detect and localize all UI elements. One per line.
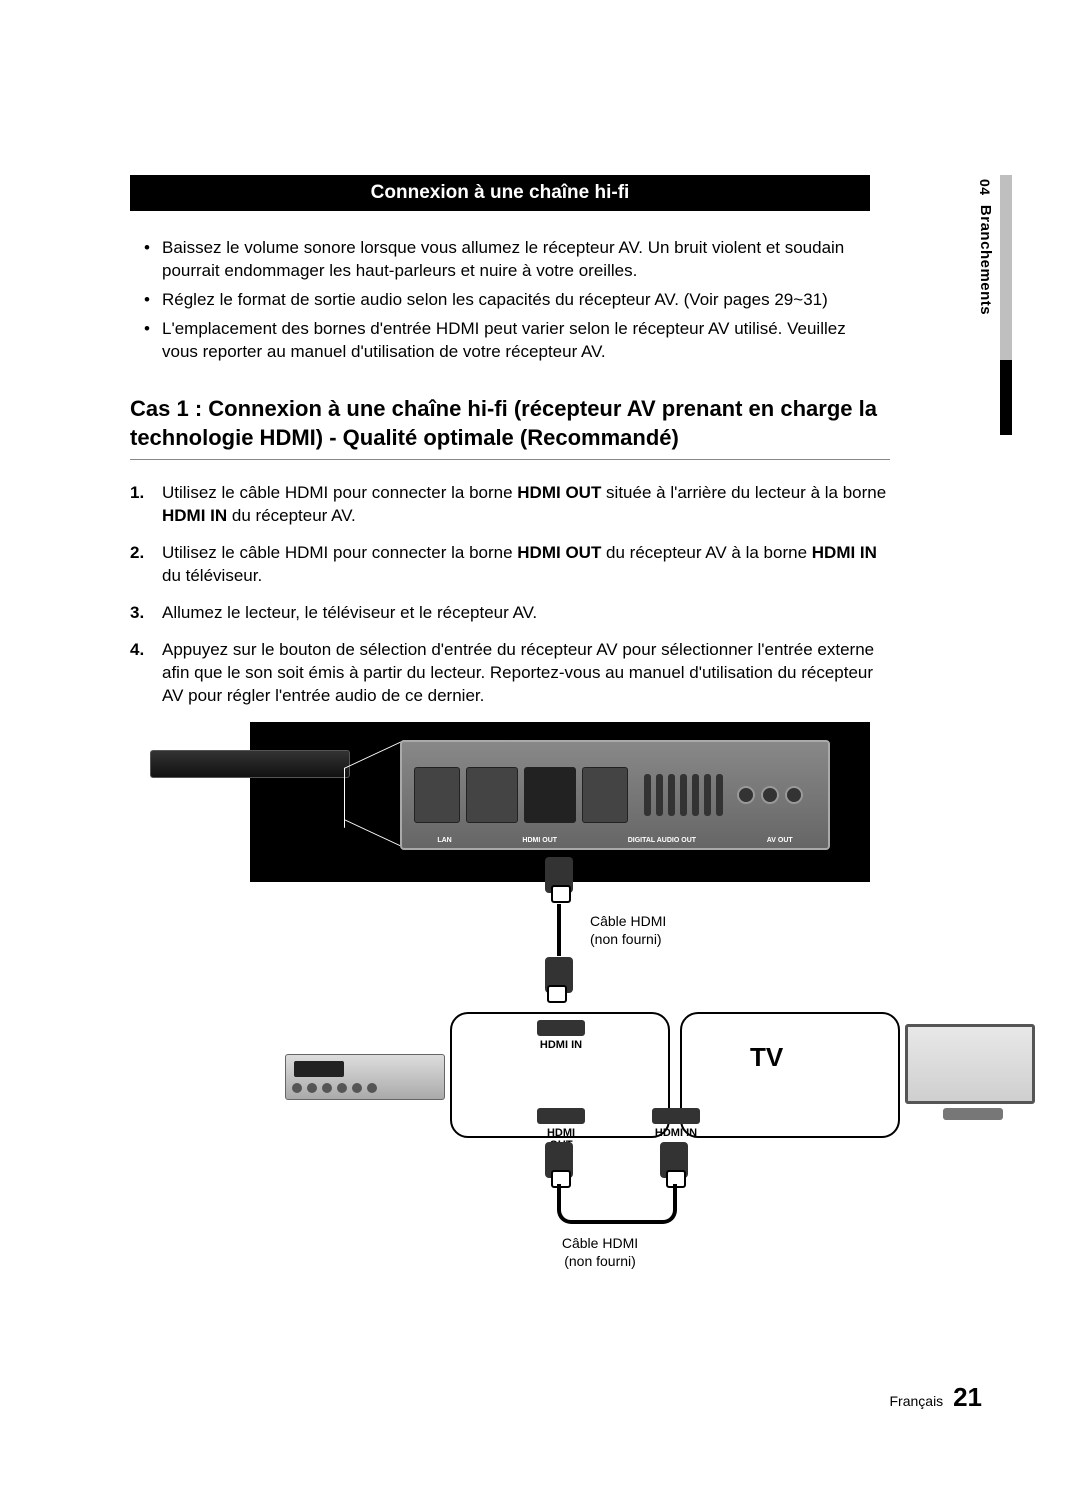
step-item: 1. Utilisez le câble HDMI pour connecter… bbox=[130, 482, 890, 528]
av-receiver-knobs bbox=[292, 1083, 377, 1093]
lan-port bbox=[466, 767, 518, 823]
side-section-number: 04 bbox=[977, 179, 993, 196]
footer-page-number: 21 bbox=[953, 1382, 982, 1412]
av-receiver-hdmi-in: HDMI IN bbox=[535, 1020, 587, 1051]
intro-item: Réglez le format de sortie audio selon l… bbox=[144, 289, 884, 312]
tv-screen bbox=[905, 1024, 1035, 1104]
manual-page: 04 Branchements Connexion à une chaîne h… bbox=[0, 0, 1080, 1282]
wireless-lan-port bbox=[414, 767, 460, 823]
hdmi-port-icon bbox=[652, 1108, 700, 1124]
step-text: Appuyez sur le bouton de sélection d'ent… bbox=[162, 640, 874, 705]
hdmi-out-port bbox=[524, 767, 576, 823]
footer-language: Français bbox=[890, 1393, 944, 1409]
hdmi-cable bbox=[557, 1184, 677, 1224]
hdmi-cable bbox=[557, 904, 561, 956]
av-out-ports bbox=[737, 786, 803, 804]
rear-port-labels: LAN HDMI OUT DIGITAL AUDIO OUT AV OUT bbox=[402, 837, 828, 844]
connection-diagram: LAN HDMI OUT DIGITAL AUDIO OUT AV OUT Câ… bbox=[250, 722, 870, 1282]
hdmi-port-icon bbox=[537, 1108, 585, 1124]
step-text: Utilisez le câble HDMI pour connecter la… bbox=[162, 483, 886, 525]
side-tab: 04 Branchements bbox=[990, 175, 1012, 435]
vent-grille bbox=[644, 774, 723, 816]
rca-jack bbox=[737, 786, 755, 804]
rear-panel-ports bbox=[402, 742, 828, 848]
hdmi-port-icon bbox=[537, 1020, 585, 1036]
side-section-title: Branchements bbox=[977, 205, 994, 315]
intro-item: L'emplacement des bornes d'entrée HDMI p… bbox=[144, 318, 884, 364]
hdmi-plug-icon bbox=[660, 1142, 688, 1178]
step-item: 3. Allumez le lecteur, le téléviseur et … bbox=[130, 602, 890, 625]
cable-label: Câble HDMI (non fourni) bbox=[530, 1234, 670, 1270]
heading-rule bbox=[130, 459, 890, 460]
step-list: 1. Utilisez le câble HDMI pour connecter… bbox=[130, 482, 890, 708]
rca-jack bbox=[785, 786, 803, 804]
tv-hdmi-in: HDMI IN bbox=[650, 1108, 702, 1139]
step-item: 2. Utilisez le câble HDMI pour connecter… bbox=[130, 542, 890, 588]
step-number: 2. bbox=[130, 542, 144, 565]
step-text: Utilisez le câble HDMI pour connecter la… bbox=[162, 543, 877, 585]
tv-label: TV bbox=[750, 1042, 783, 1073]
cable-label: Câble HDMI (non fourni) bbox=[590, 912, 666, 948]
step-text: Allumez le lecteur, le téléviseur et le … bbox=[162, 603, 537, 622]
blu-ray-player-front bbox=[150, 750, 350, 778]
intro-bullet-list: Baissez le volume sonore lorsque vous al… bbox=[144, 237, 884, 364]
hdmi-plug-icon bbox=[545, 957, 573, 993]
step-item: 4. Appuyez sur le bouton de sélection d'… bbox=[130, 639, 890, 708]
tv-connection-box bbox=[680, 1012, 900, 1138]
side-tab-black-strip bbox=[1000, 360, 1012, 435]
tv-device bbox=[905, 1024, 1040, 1124]
step-number: 1. bbox=[130, 482, 144, 505]
page-footer: Français 21 bbox=[890, 1382, 983, 1413]
hdmi-plug-icon bbox=[545, 1142, 573, 1178]
tv-stand bbox=[943, 1108, 1003, 1120]
hdmi-plug-icon bbox=[545, 857, 573, 893]
case-heading: Cas 1 : Connexion à une chaîne hi-fi (ré… bbox=[130, 394, 890, 453]
intro-item: Baissez le volume sonore lorsque vous al… bbox=[144, 237, 884, 283]
section-title-bar: Connexion à une chaîne hi-fi bbox=[130, 175, 870, 211]
step-number: 3. bbox=[130, 602, 144, 625]
rca-jack bbox=[761, 786, 779, 804]
side-section-label: 04 Branchements bbox=[977, 179, 994, 315]
digital-audio-port bbox=[582, 767, 628, 823]
av-receiver-device bbox=[285, 1054, 445, 1100]
player-rear-panel: LAN HDMI OUT DIGITAL AUDIO OUT AV OUT bbox=[400, 740, 830, 850]
step-number: 4. bbox=[130, 639, 144, 662]
